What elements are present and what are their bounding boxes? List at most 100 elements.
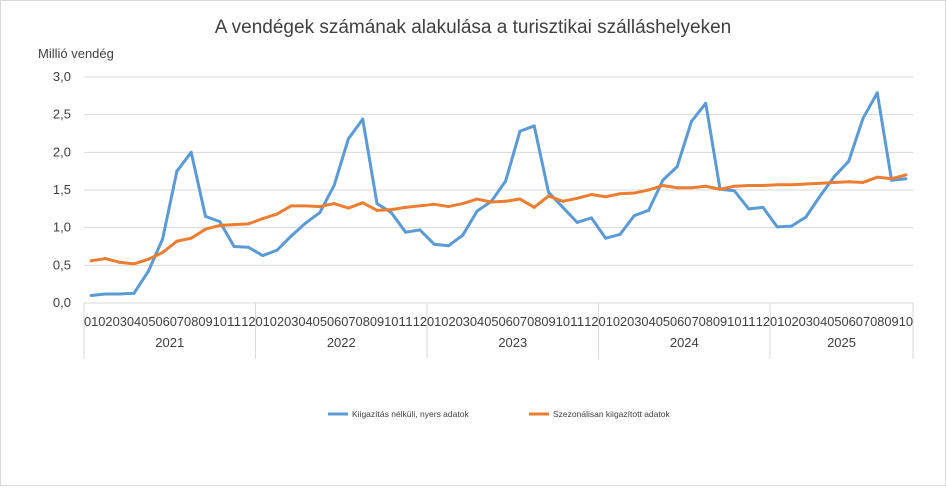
- data-point: [861, 116, 865, 120]
- data-point: [804, 182, 808, 186]
- x-tick-label: 02: [98, 315, 112, 329]
- data-point: [146, 257, 150, 261]
- chart-title: A vendégek számának alakulása a turiszti…: [215, 17, 731, 38]
- y-tick-label: 1,5: [53, 182, 71, 197]
- x-tick-label: 11: [398, 315, 412, 329]
- x-tick-label: 02: [270, 315, 284, 329]
- x-tick-label: 10: [727, 315, 741, 329]
- data-point: [847, 159, 851, 163]
- x-tick-label: 12: [413, 315, 427, 329]
- y-axis-label: Millió vendég: [38, 46, 114, 61]
- data-point: [289, 204, 293, 208]
- data-point: [304, 204, 308, 208]
- data-point: [118, 260, 122, 264]
- x-tick-label: 05: [141, 315, 155, 329]
- data-point: [475, 197, 479, 201]
- x-tick-label: 12: [584, 315, 598, 329]
- x-tick-label: 10: [899, 315, 913, 329]
- data-point: [375, 208, 379, 212]
- data-point: [561, 199, 565, 203]
- x-tick-label: 03: [113, 315, 127, 329]
- x-tick-label: 06: [499, 315, 513, 329]
- x-tick-label: 04: [813, 315, 827, 329]
- data-point: [218, 220, 222, 224]
- data-point: [446, 205, 450, 209]
- data-point: [432, 242, 436, 246]
- data-point: [647, 188, 651, 192]
- data-point: [203, 214, 207, 218]
- data-point: [246, 245, 250, 249]
- data-point: [332, 183, 336, 187]
- data-point: [446, 244, 450, 248]
- data-point: [289, 234, 293, 238]
- x-tick-label: 02: [784, 315, 798, 329]
- data-point: [589, 193, 593, 197]
- x-tick-label: 04: [298, 315, 312, 329]
- data-point: [832, 174, 836, 178]
- data-point: [747, 207, 751, 211]
- data-point: [675, 165, 679, 169]
- x-tick-label: 09: [370, 315, 384, 329]
- data-point: [604, 236, 608, 240]
- year-label: 2022: [327, 335, 356, 350]
- data-point: [875, 91, 879, 95]
- data-point: [89, 293, 93, 297]
- data-point: [618, 232, 622, 236]
- x-tick-label: 12: [756, 315, 770, 329]
- data-point: [575, 196, 579, 200]
- year-label: 2021: [155, 335, 184, 350]
- data-point: [790, 183, 794, 187]
- x-tick-label: 11: [741, 315, 755, 329]
- y-tick-label: 2,0: [53, 144, 71, 159]
- data-point: [818, 194, 822, 198]
- y-tick-label: 0,0: [53, 295, 71, 310]
- x-tick-label: 07: [684, 315, 698, 329]
- data-point: [704, 101, 708, 105]
- data-point: [747, 183, 751, 187]
- y-tick-label: 2,5: [53, 107, 71, 122]
- data-point: [275, 212, 279, 216]
- data-point: [761, 183, 765, 187]
- data-point: [589, 216, 593, 220]
- data-point: [561, 205, 565, 209]
- legend-label: Szezonálisan kiigazított adatok: [553, 409, 670, 419]
- x-tick-label: 06: [327, 315, 341, 329]
- x-tick-label: 07: [341, 315, 355, 329]
- data-point: [318, 211, 322, 215]
- data-point: [261, 254, 265, 258]
- data-point: [161, 251, 165, 255]
- data-point: [232, 245, 236, 248]
- year-label: 2023: [498, 335, 527, 350]
- x-tick-label: 08: [356, 315, 370, 329]
- x-tick-label: 09: [713, 315, 727, 329]
- data-point: [532, 205, 536, 209]
- x-tick-label: 05: [313, 315, 327, 329]
- data-point: [175, 239, 179, 243]
- data-point: [175, 169, 179, 173]
- x-tick-label: 09: [198, 315, 212, 329]
- series-line-1: [90, 91, 907, 297]
- x-tick-label: 07: [856, 315, 870, 329]
- data-point: [461, 202, 465, 206]
- data-point: [432, 202, 436, 206]
- data-point: [118, 292, 122, 296]
- data-point: [146, 269, 150, 273]
- x-tick-label: 05: [484, 315, 498, 329]
- data-point: [861, 180, 865, 184]
- data-point: [332, 202, 336, 206]
- data-point: [304, 221, 308, 225]
- x-tick-label: 03: [627, 315, 641, 329]
- x-tick-label: 05: [656, 315, 670, 329]
- data-point: [775, 225, 779, 229]
- data-point: [761, 205, 765, 209]
- data-point: [132, 262, 136, 266]
- data-point: [704, 184, 708, 188]
- year-label: 2024: [670, 335, 699, 350]
- data-point: [718, 187, 722, 191]
- data-point: [361, 201, 365, 205]
- data-point: [389, 211, 393, 215]
- data-point: [489, 200, 493, 204]
- data-point: [790, 224, 794, 228]
- x-tick-label: 03: [284, 315, 298, 329]
